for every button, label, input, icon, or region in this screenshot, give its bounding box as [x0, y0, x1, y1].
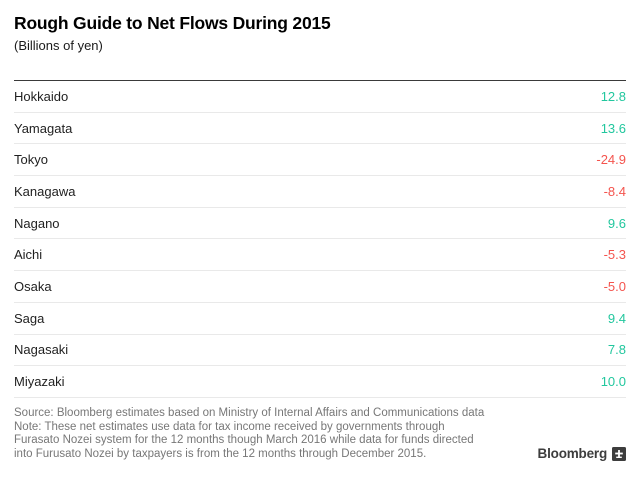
chart-subtitle: (Billions of yen)	[14, 38, 103, 53]
table-row: Saga 9.4	[14, 303, 626, 335]
prefecture-label: Saga	[14, 310, 45, 326]
value-label: 10.0	[600, 374, 626, 390]
table-row: Kanagawa -8.4	[14, 176, 626, 208]
table-row: Yamagata 13.6	[14, 113, 626, 145]
note-line: Source: Bloomberg estimates based on Min…	[14, 406, 485, 419]
page-title: Rough Guide to Net Flows During 2015	[14, 13, 331, 33]
prefecture-label: Tokyo	[14, 152, 48, 168]
value-label: -24.9	[596, 152, 626, 168]
table-row: Hokkaido 12.8	[14, 81, 626, 113]
value-label: 13.6	[600, 120, 626, 136]
table-row: Aichi -5.3	[14, 239, 626, 272]
note-line: Note: These net estimates use data for t…	[14, 420, 445, 433]
note-line: Furasato Nozei system for the 12 months …	[14, 434, 474, 447]
prefecture-label: Osaka	[14, 278, 52, 294]
prefecture-label: Kanagawa	[14, 183, 76, 199]
value-label: 12.8	[600, 88, 626, 104]
value-label: 7.8	[607, 342, 626, 358]
footer: Source: Bloomberg estimates based on Min…	[14, 407, 626, 462]
source-note: Source: Bloomberg estimates based on Min…	[14, 407, 484, 462]
bloomberg-logo: Bloomberg	[538, 446, 626, 462]
net-flows-table: Hokkaido 12.8 Yamagata 13.6 Tokyo -24.9 …	[14, 80, 626, 398]
bloomberg-terminal-icon	[612, 446, 626, 461]
prefecture-label: Hokkaido	[14, 88, 69, 104]
value-label: -8.4	[603, 183, 626, 199]
bloomberg-wordmark: Bloomberg	[537, 446, 608, 462]
note-line: into Furusato Nozei by taxpayers is from…	[14, 448, 427, 461]
value-label: 9.4	[607, 310, 626, 326]
prefecture-label: Nagasaki	[14, 342, 69, 358]
value-label: -5.3	[603, 247, 626, 263]
bloomberg-net-flows-graphic: Rough Guide to Net Flows During 2015 (Bi…	[14, 13, 626, 462]
table-row: Osaka -5.0	[14, 271, 626, 303]
prefecture-label: Nagano	[14, 215, 60, 231]
prefecture-label: Aichi	[14, 247, 43, 263]
value-label: -5.0	[603, 278, 626, 294]
table-row: Tokyo -24.9	[14, 144, 626, 177]
table-row: Nagano 9.6	[14, 208, 626, 240]
value-label: 9.6	[607, 215, 626, 231]
table-row: Miyazaki 10.0	[14, 366, 626, 398]
prefecture-label: Miyazaki	[14, 374, 65, 390]
prefecture-label: Yamagata	[14, 120, 73, 136]
table-row: Nagasaki 7.8	[14, 335, 626, 367]
